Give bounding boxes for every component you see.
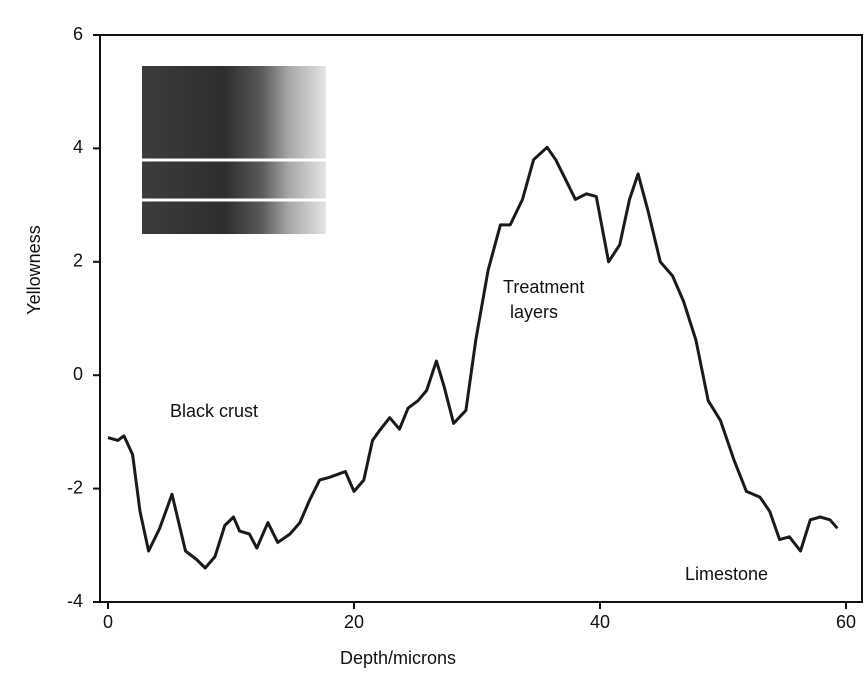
- annotation: Black crust: [170, 401, 258, 421]
- inset-image: [142, 66, 326, 234]
- inset-photo: [142, 66, 326, 234]
- y-tick-label: -4: [67, 591, 83, 611]
- x-tick-label: 40: [590, 612, 610, 632]
- x-tick-label: 0: [103, 612, 113, 632]
- plot-frame: [99, 34, 863, 603]
- data-line: [107, 145, 839, 570]
- x-tick-label: 20: [344, 612, 364, 632]
- annotation: Treatment layers: [503, 277, 584, 322]
- x-tick-label: 60: [836, 612, 856, 632]
- annotation: Limestone: [685, 564, 768, 584]
- y-axis-label: Yellowness: [24, 225, 44, 314]
- y-tick-label: 6: [73, 24, 83, 44]
- y-tick-label: 2: [73, 251, 83, 271]
- y-tick-label: 4: [73, 137, 83, 157]
- y-tick-label: -2: [67, 477, 83, 497]
- x-axis-label: Depth/microns: [340, 648, 456, 668]
- y-tick-label: 0: [73, 364, 83, 384]
